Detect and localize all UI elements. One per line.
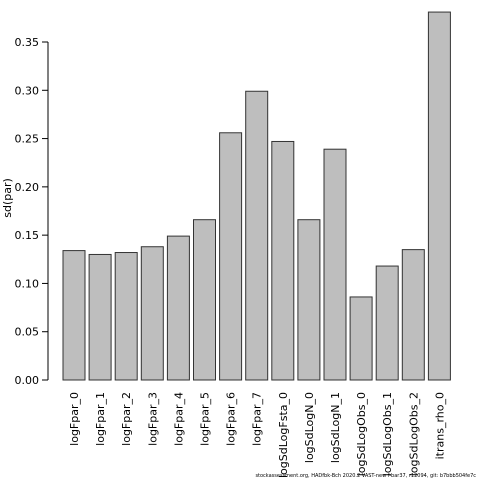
y-tick-label: 0.10 (15, 277, 40, 290)
bar (193, 219, 216, 381)
bar (114, 252, 138, 381)
x-tick-label: logSdLogObs_2 (407, 392, 420, 476)
y-tick-label: 0.30 (15, 84, 40, 97)
x-tick-label: logFpar_4 (172, 392, 185, 446)
bar (271, 140, 295, 381)
x-tick-label: logFpar_6 (225, 392, 238, 446)
y-tick-label: 0.15 (15, 229, 40, 242)
x-tick-label: itrans_rho_0 (433, 392, 446, 459)
bar (401, 249, 425, 381)
x-axis-labels: logFpar_0 logFpar_1 logFpar_2 logFpar_3 logF… (68, 392, 446, 478)
bar (245, 90, 269, 381)
y-axis-title: sd(par) (1, 178, 14, 218)
x-tick-label: logSdLogObs_1 (381, 392, 394, 476)
x-tick-label: logSdLogN_0 (303, 392, 316, 463)
bar (166, 235, 190, 381)
y-tick-label: 0.25 (15, 133, 40, 146)
x-tick-label: logFpar_5 (199, 392, 212, 446)
x-tick-label: logSdLogFsta_0 (277, 392, 290, 478)
footer-text: stockassessment.org, HADfbk-Bch 2020.2 V… (255, 473, 476, 479)
y-tick-label: 0.20 (15, 181, 40, 194)
bar (323, 148, 347, 381)
bar (427, 11, 451, 381)
x-tick-label: logFpar_1 (94, 392, 107, 446)
bars (62, 11, 451, 381)
y-tick-label: 0.00 (15, 374, 40, 387)
bar (297, 219, 321, 381)
x-tick-label: logSdLogObs_0 (355, 392, 368, 476)
y-tick-label: 0.35 (15, 36, 40, 49)
y-tick-label: 0.05 (15, 326, 40, 339)
bar (349, 296, 373, 381)
x-tick-label: logSdLogN_1 (329, 392, 342, 463)
bar (88, 253, 112, 381)
bar (219, 132, 243, 381)
y-axis: 0.00 0.05 0.10 0.15 0.20 0.25 0.30 0.35 (15, 36, 49, 387)
x-tick-label: logFpar_0 (68, 392, 81, 446)
x-tick-label: logFpar_2 (120, 392, 133, 446)
bar (140, 246, 164, 381)
x-tick-label: logFpar_7 (251, 392, 264, 446)
x-tick-label: logFpar_3 (146, 392, 159, 446)
bar (375, 265, 399, 381)
bar (62, 250, 86, 381)
